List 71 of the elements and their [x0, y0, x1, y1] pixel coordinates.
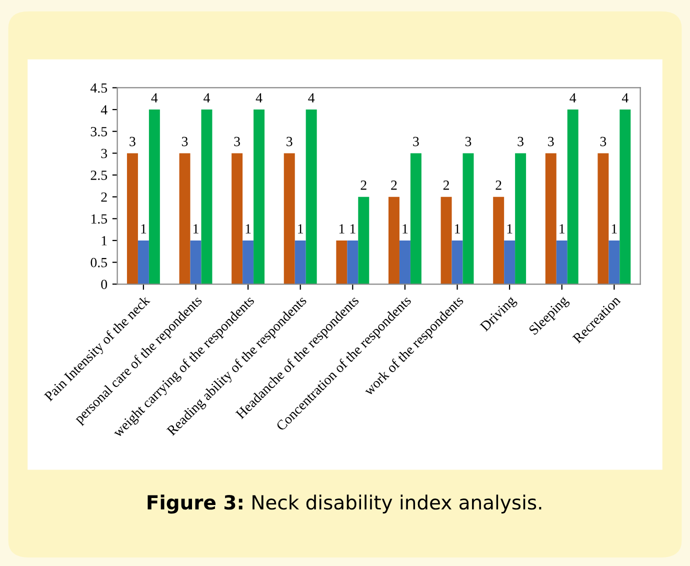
bar	[126, 153, 138, 284]
y-tick-label: 0.5	[90, 258, 108, 268]
data-label: 2	[391, 180, 397, 190]
y-tick-label: 4.5	[90, 83, 108, 93]
bar	[598, 153, 609, 284]
data-label: 4	[622, 93, 628, 102]
data-label: 3	[413, 136, 419, 146]
data-label: 4	[308, 93, 315, 102]
bar	[190, 240, 202, 284]
data-label: 1	[402, 224, 408, 234]
data-label: 3	[130, 136, 136, 146]
bar	[620, 110, 631, 284]
y-tick-label: 2	[101, 192, 107, 202]
data-label: 1	[298, 224, 303, 234]
data-label: 1	[339, 224, 344, 234]
y-tick-label: 4	[100, 105, 108, 114]
y-tick-label: 1	[102, 236, 107, 246]
bar	[452, 240, 463, 284]
bar	[336, 240, 348, 284]
bar	[556, 240, 568, 284]
data-label: 1	[455, 224, 460, 234]
bar	[148, 110, 160, 284]
bar	[232, 153, 243, 284]
data-label: 3	[600, 136, 606, 146]
bar	[294, 240, 306, 284]
bar	[138, 240, 149, 284]
data-label: 1	[246, 224, 251, 234]
y-tick-label: 3	[101, 148, 108, 158]
bar	[388, 196, 400, 284]
bar	[462, 153, 474, 284]
data-label: 3	[518, 136, 524, 146]
data-label: 2	[443, 180, 449, 190]
data-label: 4	[570, 93, 576, 102]
bar	[399, 240, 410, 284]
y-tick-label: 0	[101, 280, 108, 290]
data-label: 2	[360, 180, 366, 190]
data-label: 2	[496, 180, 502, 190]
text: Figure 3: Neck disability index analysis.	[148, 494, 542, 514]
bar	[608, 240, 620, 284]
y-tick-label: 3.5	[90, 126, 108, 136]
bar	[567, 110, 578, 284]
bar	[515, 153, 526, 284]
data-label: 4	[151, 93, 158, 102]
bar	[284, 153, 295, 284]
y-tick-label: 1.5	[91, 214, 108, 224]
data-label: 4	[204, 93, 210, 102]
data-label: 3	[548, 136, 554, 146]
data-label: 3	[286, 136, 292, 146]
bar	[410, 153, 422, 284]
data-label: 1	[560, 224, 565, 234]
bar	[347, 240, 358, 284]
data-label: 1	[141, 224, 146, 234]
data-label: 1	[507, 224, 512, 234]
bar	[306, 110, 317, 284]
data-label: 1	[612, 224, 617, 234]
data-label: 3	[234, 136, 240, 146]
data-label: 3	[182, 136, 188, 146]
data-label: 1	[350, 224, 356, 234]
data-label: 3	[465, 136, 472, 146]
bar	[179, 153, 190, 284]
bar	[545, 153, 556, 284]
bar	[358, 196, 370, 284]
y-tick-label: 2.5	[90, 170, 108, 180]
data-label: 4	[256, 93, 262, 102]
bar	[254, 110, 265, 284]
bar	[493, 196, 504, 284]
bar	[242, 240, 254, 284]
data-label: 1	[194, 224, 198, 234]
bar	[440, 196, 452, 284]
bar	[504, 240, 516, 284]
bar	[201, 110, 212, 284]
